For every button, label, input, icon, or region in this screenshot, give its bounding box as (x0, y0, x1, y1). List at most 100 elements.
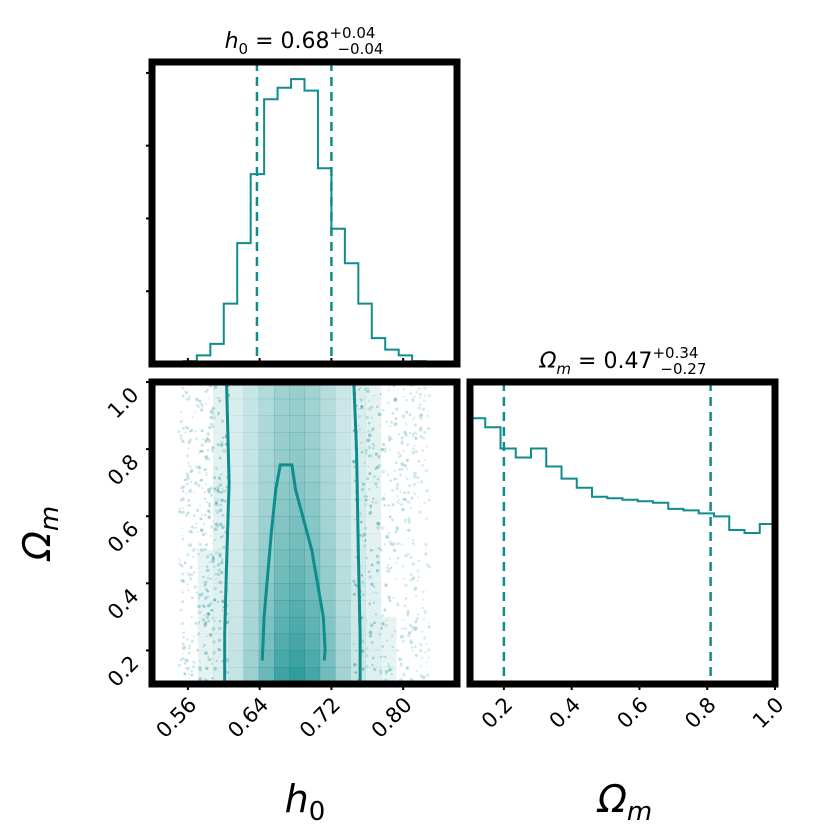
density-cell (243, 549, 260, 567)
scatter-point (204, 651, 208, 655)
scatter-point (426, 414, 430, 418)
scatter-point (197, 631, 200, 634)
scatter-point (205, 473, 208, 476)
scatter-point (383, 543, 386, 545)
scatter-point (419, 394, 422, 397)
scatter-point (213, 666, 218, 671)
scatter-point (207, 657, 211, 662)
scatter-point (195, 437, 198, 441)
scatter-point (387, 438, 392, 442)
scatter-point (414, 645, 417, 649)
scatter-point (394, 531, 397, 534)
scatter-point (204, 543, 209, 547)
scatter-point (406, 458, 410, 463)
scatter-point (206, 612, 210, 616)
scatter-point (415, 617, 419, 621)
scatter-point (185, 482, 189, 486)
scatter-point (219, 649, 222, 652)
scatter-point (397, 456, 400, 459)
scatter-point (427, 626, 431, 629)
scatter-point (204, 548, 207, 551)
scatter-point (366, 495, 369, 498)
scatter-point (425, 661, 428, 664)
scatter-point (371, 656, 375, 660)
scatter-point (409, 572, 414, 577)
scatter-point (194, 481, 198, 486)
scatter-point (364, 556, 368, 560)
density-cell (335, 432, 351, 450)
scatter-point (421, 590, 424, 594)
density-cell (304, 667, 321, 684)
scatter-point (181, 510, 185, 515)
density-cell (289, 667, 305, 684)
scatter-point (204, 596, 208, 600)
scatter-point (394, 470, 396, 472)
scatter-point (359, 386, 362, 389)
density-cell (319, 650, 336, 668)
scatter-point (186, 667, 190, 671)
scatter-point (366, 389, 370, 394)
scatter-point (418, 510, 422, 514)
scatter-point (204, 587, 209, 592)
scatter-point (209, 525, 214, 529)
density-cell (258, 415, 275, 433)
scatter-point (414, 627, 418, 631)
scatter-point (368, 513, 371, 516)
scatter-point (200, 443, 205, 448)
density-cell (274, 482, 290, 500)
scatter-point (422, 675, 426, 680)
density-cell (228, 633, 244, 651)
scatter-point (374, 501, 378, 505)
density-cell (350, 616, 366, 635)
scatter-point (417, 559, 421, 562)
scatter-point (367, 429, 370, 433)
scatter-point (185, 391, 189, 395)
density-cell (243, 415, 260, 433)
scatter-point (220, 535, 223, 539)
density-cell (228, 449, 244, 467)
scatter-point (399, 473, 403, 477)
scatter-point (409, 624, 413, 628)
scatter-point (213, 476, 217, 480)
scatter-point (195, 403, 200, 408)
density-cell (304, 449, 321, 467)
scatter-point (422, 437, 426, 440)
scatter-point (401, 436, 404, 439)
scatter-point (411, 626, 415, 630)
scatter-point (213, 487, 217, 490)
density-cell (304, 465, 321, 484)
scatter-point (357, 415, 361, 419)
scatter-point (405, 410, 409, 414)
scatter-point (411, 629, 414, 632)
scatter-point (186, 638, 189, 641)
scatter-point (189, 488, 192, 492)
scatter-point (415, 391, 418, 394)
density-cell (228, 549, 244, 567)
scatter-point (388, 668, 392, 672)
scatter-point (391, 503, 395, 507)
scatter-point (181, 394, 185, 398)
scatter-point (218, 399, 222, 403)
scatter-point (183, 672, 187, 676)
density-cell (380, 650, 397, 668)
scatter-point (201, 514, 204, 517)
scatter-point (184, 391, 187, 393)
scatter-point (376, 649, 379, 652)
scatter-point (368, 472, 372, 476)
scatter-point (407, 528, 411, 532)
density-cell (304, 415, 321, 433)
density-cell (243, 382, 260, 400)
scatter-point (399, 490, 402, 494)
scatter-point (390, 437, 393, 441)
scatter-point (423, 386, 427, 390)
scatter-point (383, 608, 387, 612)
density-cell (319, 432, 336, 450)
scatter-point (414, 629, 417, 632)
scatter-point (218, 522, 223, 527)
scatter-point (178, 558, 181, 560)
scatter-point (425, 488, 429, 493)
x-axis-label-omega: Ωm (596, 777, 652, 827)
scatter-point (403, 604, 407, 608)
scatter-point (182, 507, 185, 510)
scatter-point (212, 520, 215, 523)
